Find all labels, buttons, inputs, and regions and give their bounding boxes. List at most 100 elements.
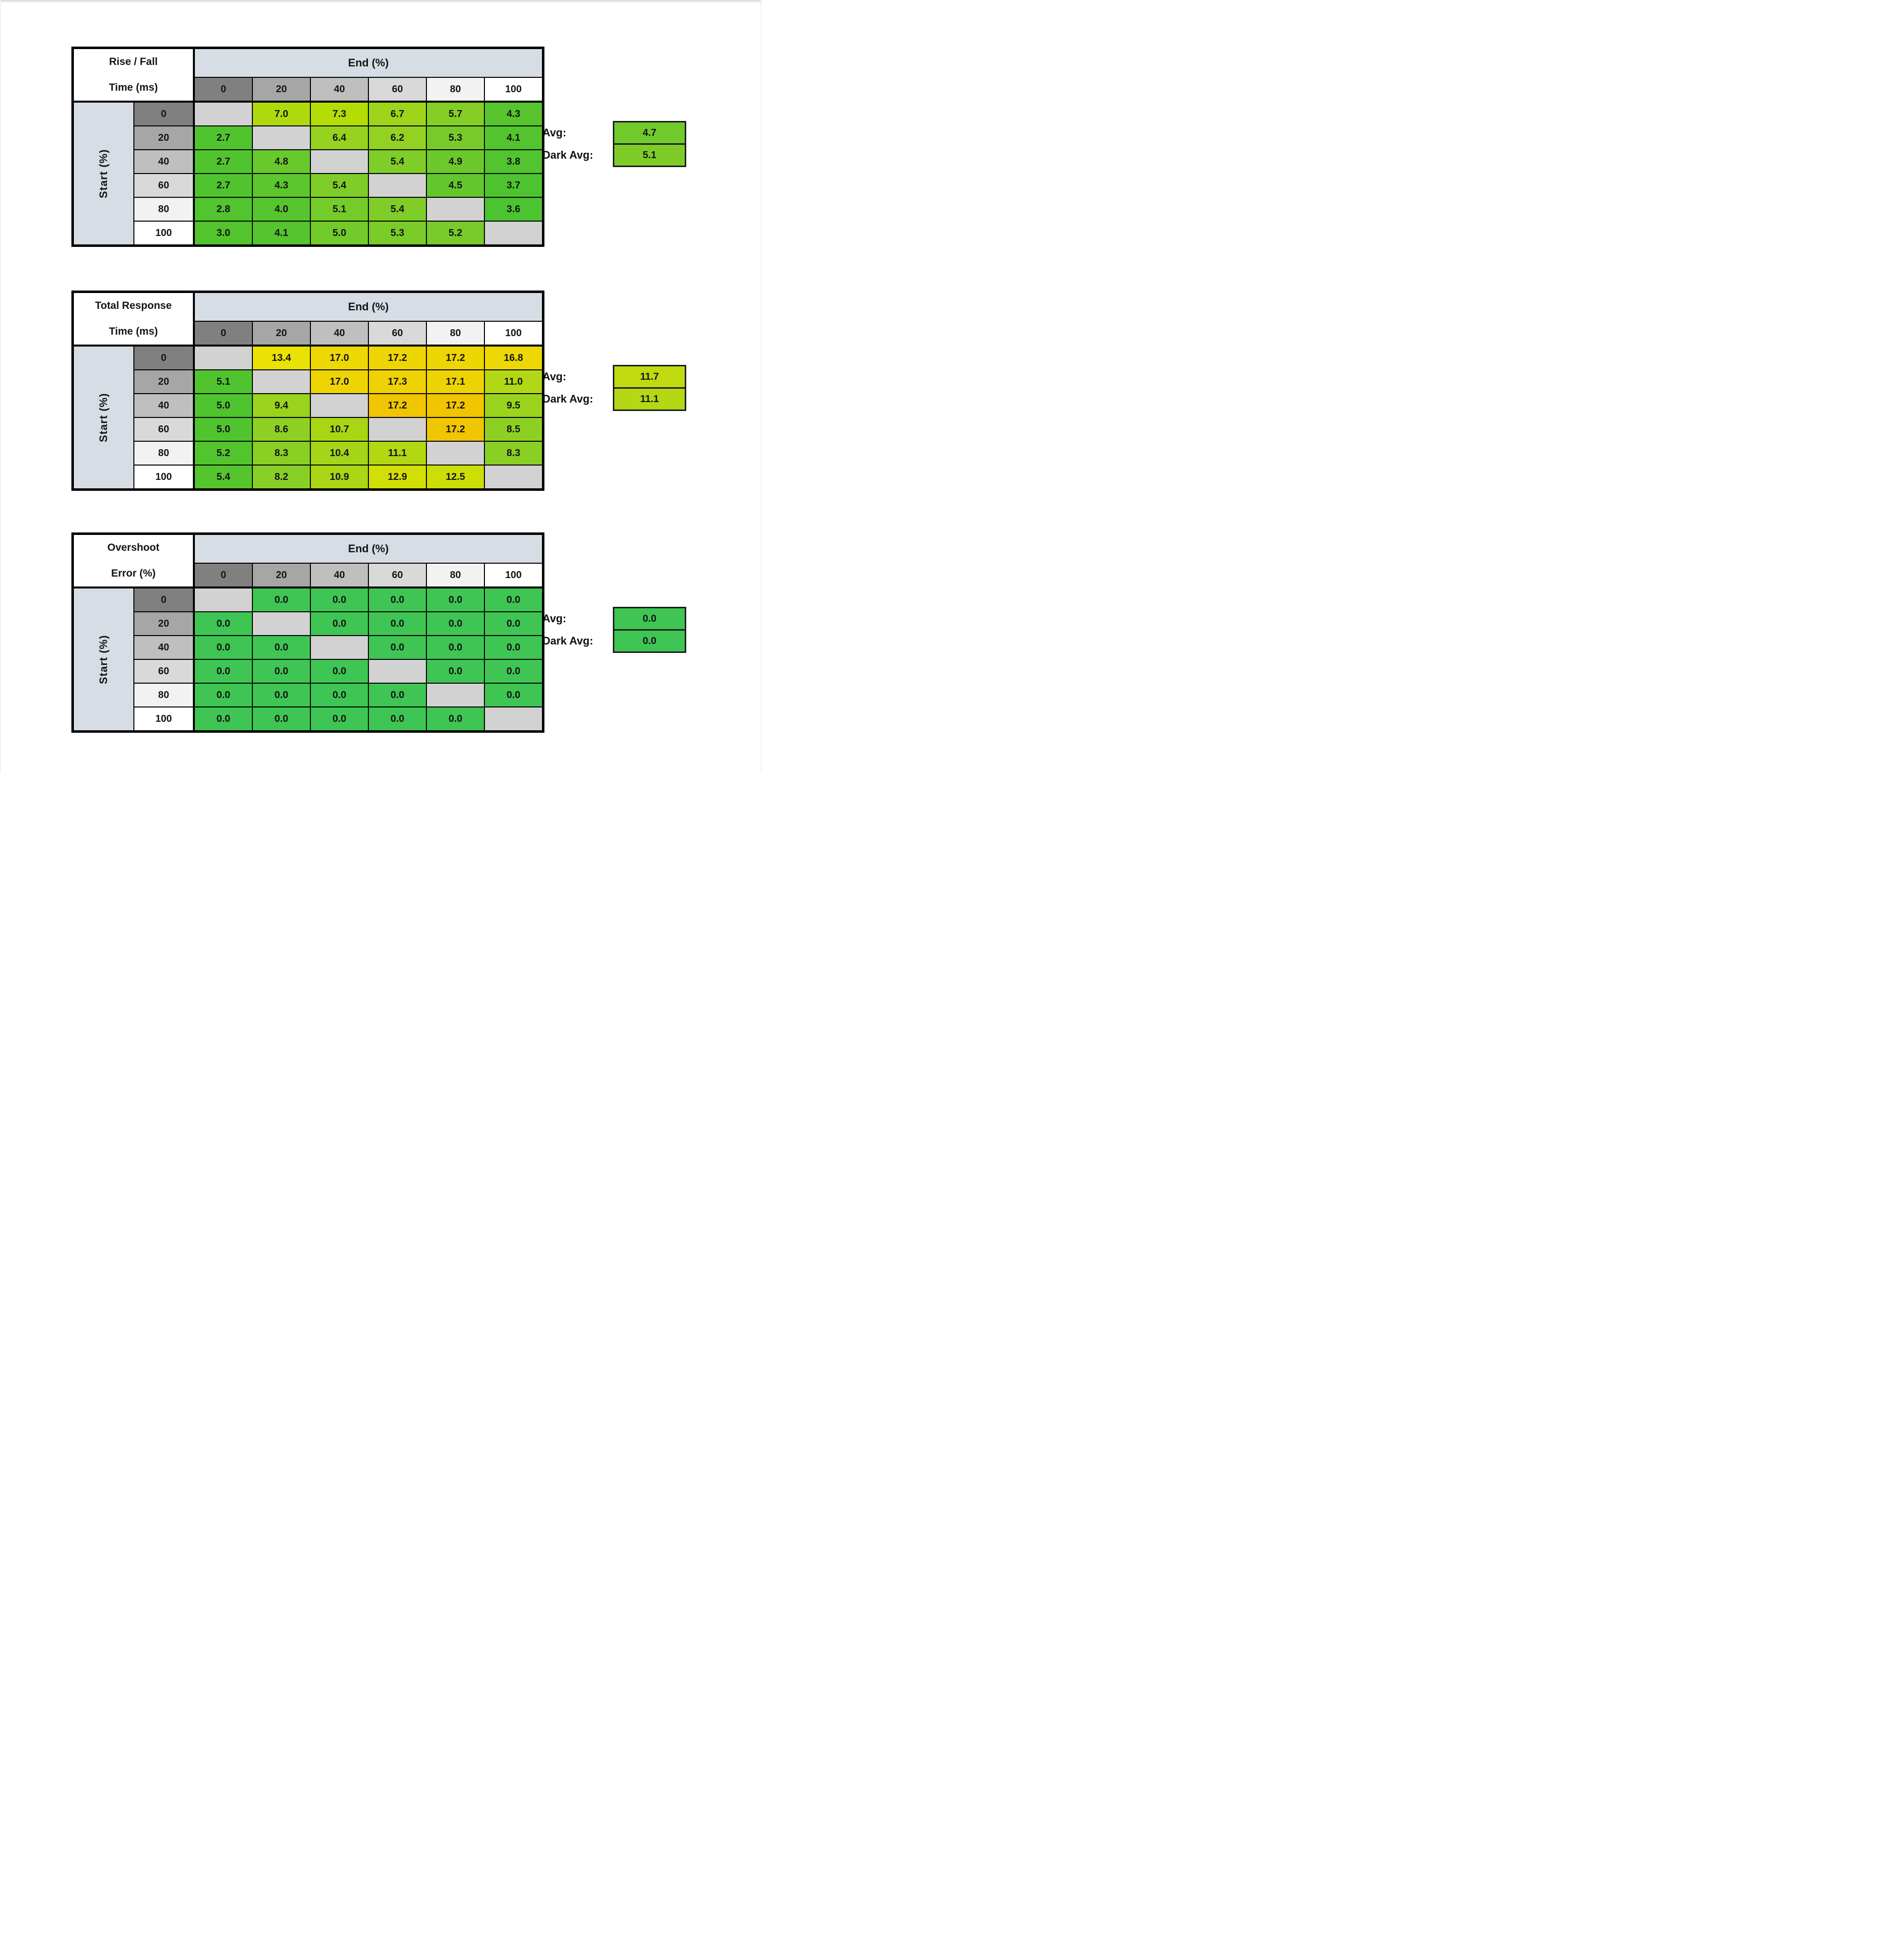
- value-cell: 0.0: [369, 588, 426, 611]
- row-header: 40: [134, 150, 194, 173]
- empty-diagonal-cell: [427, 198, 484, 221]
- value-cell: 16.8: [485, 347, 542, 369]
- value-cell: 17.0: [311, 347, 368, 369]
- col-header: 60: [369, 78, 426, 102]
- dark-avg-value-box: 5.1: [613, 143, 686, 167]
- dark-avg-value-box: 0.0: [613, 629, 686, 653]
- window-right-edge: [761, 0, 762, 773]
- table-title-line1: Total Response: [95, 300, 172, 311]
- value-cell: 4.1: [485, 126, 542, 149]
- start-axis-label: Start (%): [74, 347, 133, 488]
- avg-row: Avg: 11.7: [542, 365, 686, 389]
- empty-diagonal-cell: [369, 660, 426, 683]
- value-cell: 4.0: [253, 198, 310, 221]
- value-cell: 4.3: [253, 174, 310, 197]
- value-cell: 17.1: [427, 370, 484, 393]
- empty-diagonal-cell: [311, 394, 368, 417]
- value-cell: 0.0: [485, 684, 542, 706]
- value-cell: 0.0: [485, 588, 542, 611]
- value-cell: 8.5: [485, 418, 542, 441]
- value-cell: 0.0: [195, 636, 252, 659]
- value-cell: 2.7: [195, 126, 252, 149]
- value-cell: 0.0: [369, 684, 426, 706]
- value-cell: 0.0: [369, 707, 426, 730]
- empty-diagonal-cell: [311, 636, 368, 659]
- rise-fall-time-table: Rise / Fall Time (ms) End (%) 0 20 40 60 80 100 S…: [71, 47, 686, 247]
- value-cell: 0.0: [253, 588, 310, 611]
- col-header: 40: [311, 322, 368, 346]
- table-title-line2: Error (%): [111, 568, 156, 579]
- avg-panel: Avg: 11.7 Dark Avg: 11.1: [542, 365, 686, 411]
- empty-diagonal-cell: [195, 103, 252, 125]
- empty-diagonal-cell: [253, 126, 310, 149]
- dark-avg-label: Dark Avg:: [542, 635, 594, 647]
- value-cell: 12.9: [369, 466, 426, 488]
- value-cell: 13.4: [253, 347, 310, 369]
- value-cell: 0.0: [485, 612, 542, 635]
- value-cell: 2.8: [195, 198, 252, 221]
- dark-avg-label: Dark Avg:: [542, 393, 594, 405]
- table-title: Total Response Time (ms): [74, 293, 194, 346]
- row-header: 20: [134, 370, 194, 393]
- dark-avg-row: Dark Avg: 5.1: [542, 143, 686, 167]
- value-cell: 3.8: [485, 150, 542, 173]
- value-cell: 0.0: [195, 660, 252, 683]
- value-cell: 0.0: [311, 612, 368, 635]
- row-header: 0: [134, 347, 194, 369]
- col-header: 80: [427, 564, 484, 587]
- table-title-line2: Time (ms): [109, 82, 158, 93]
- value-cell: 8.3: [485, 442, 542, 465]
- empty-diagonal-cell: [311, 150, 368, 173]
- avg-panel: Avg: 0.0 Dark Avg: 0.0: [542, 607, 686, 653]
- value-cell: 10.9: [311, 466, 368, 488]
- avg-value-box: 4.7: [613, 121, 686, 145]
- total-response-time-table: Total Response Time (ms) End (%) 0 20 40 60 80 1…: [71, 291, 686, 491]
- value-cell: 0.0: [427, 660, 484, 683]
- empty-diagonal-cell: [369, 418, 426, 441]
- value-cell: 0.0: [369, 612, 426, 635]
- col-header: 20: [253, 564, 310, 587]
- value-cell: 5.3: [369, 222, 426, 244]
- col-header: 60: [369, 564, 426, 587]
- window-top-edge: [0, 0, 762, 3]
- avg-panel: Avg: 4.7 Dark Avg: 5.1: [542, 121, 686, 167]
- table-title-line1: Overshoot: [107, 542, 160, 553]
- empty-diagonal-cell: [369, 174, 426, 197]
- value-cell: 0.0: [253, 660, 310, 683]
- value-cell: 11.1: [369, 442, 426, 465]
- value-cell: 0.0: [427, 588, 484, 611]
- col-header: 0: [195, 322, 252, 346]
- value-cell: 10.7: [311, 418, 368, 441]
- col-header: 40: [311, 564, 368, 587]
- row-header: 80: [134, 684, 194, 706]
- avg-row: Avg: 4.7: [542, 121, 686, 145]
- avg-label: Avg:: [542, 126, 567, 139]
- value-cell: 5.0: [195, 418, 252, 441]
- value-cell: 0.0: [311, 660, 368, 683]
- value-cell: 5.4: [195, 466, 252, 488]
- table-title-line2: Time (ms): [109, 326, 158, 337]
- value-cell: 5.3: [427, 126, 484, 149]
- window-left-edge: [0, 0, 1, 773]
- col-header: 20: [253, 78, 310, 102]
- value-cell: 9.4: [253, 394, 310, 417]
- empty-diagonal-cell: [485, 222, 542, 244]
- heatmap-grid: Rise / Fall Time (ms) End (%) 0 20 40 60 80 100 S…: [71, 47, 544, 247]
- empty-diagonal-cell: [195, 588, 252, 611]
- value-cell: 5.0: [195, 394, 252, 417]
- value-cell: 7.3: [311, 103, 368, 125]
- start-axis-label: Start (%): [74, 588, 133, 730]
- avg-value-box: 11.7: [613, 365, 686, 389]
- avg-label: Avg:: [542, 370, 567, 383]
- empty-diagonal-cell: [485, 707, 542, 730]
- avg-value-box: 0.0: [613, 607, 686, 631]
- value-cell: 0.0: [195, 612, 252, 635]
- row-header: 60: [134, 174, 194, 197]
- table-title-line1: Rise / Fall: [109, 56, 158, 67]
- empty-diagonal-cell: [195, 347, 252, 369]
- value-cell: 17.2: [427, 418, 484, 441]
- value-cell: 0.0: [311, 588, 368, 611]
- value-cell: 0.0: [311, 684, 368, 706]
- value-cell: 0.0: [253, 636, 310, 659]
- value-cell: 7.0: [253, 103, 310, 125]
